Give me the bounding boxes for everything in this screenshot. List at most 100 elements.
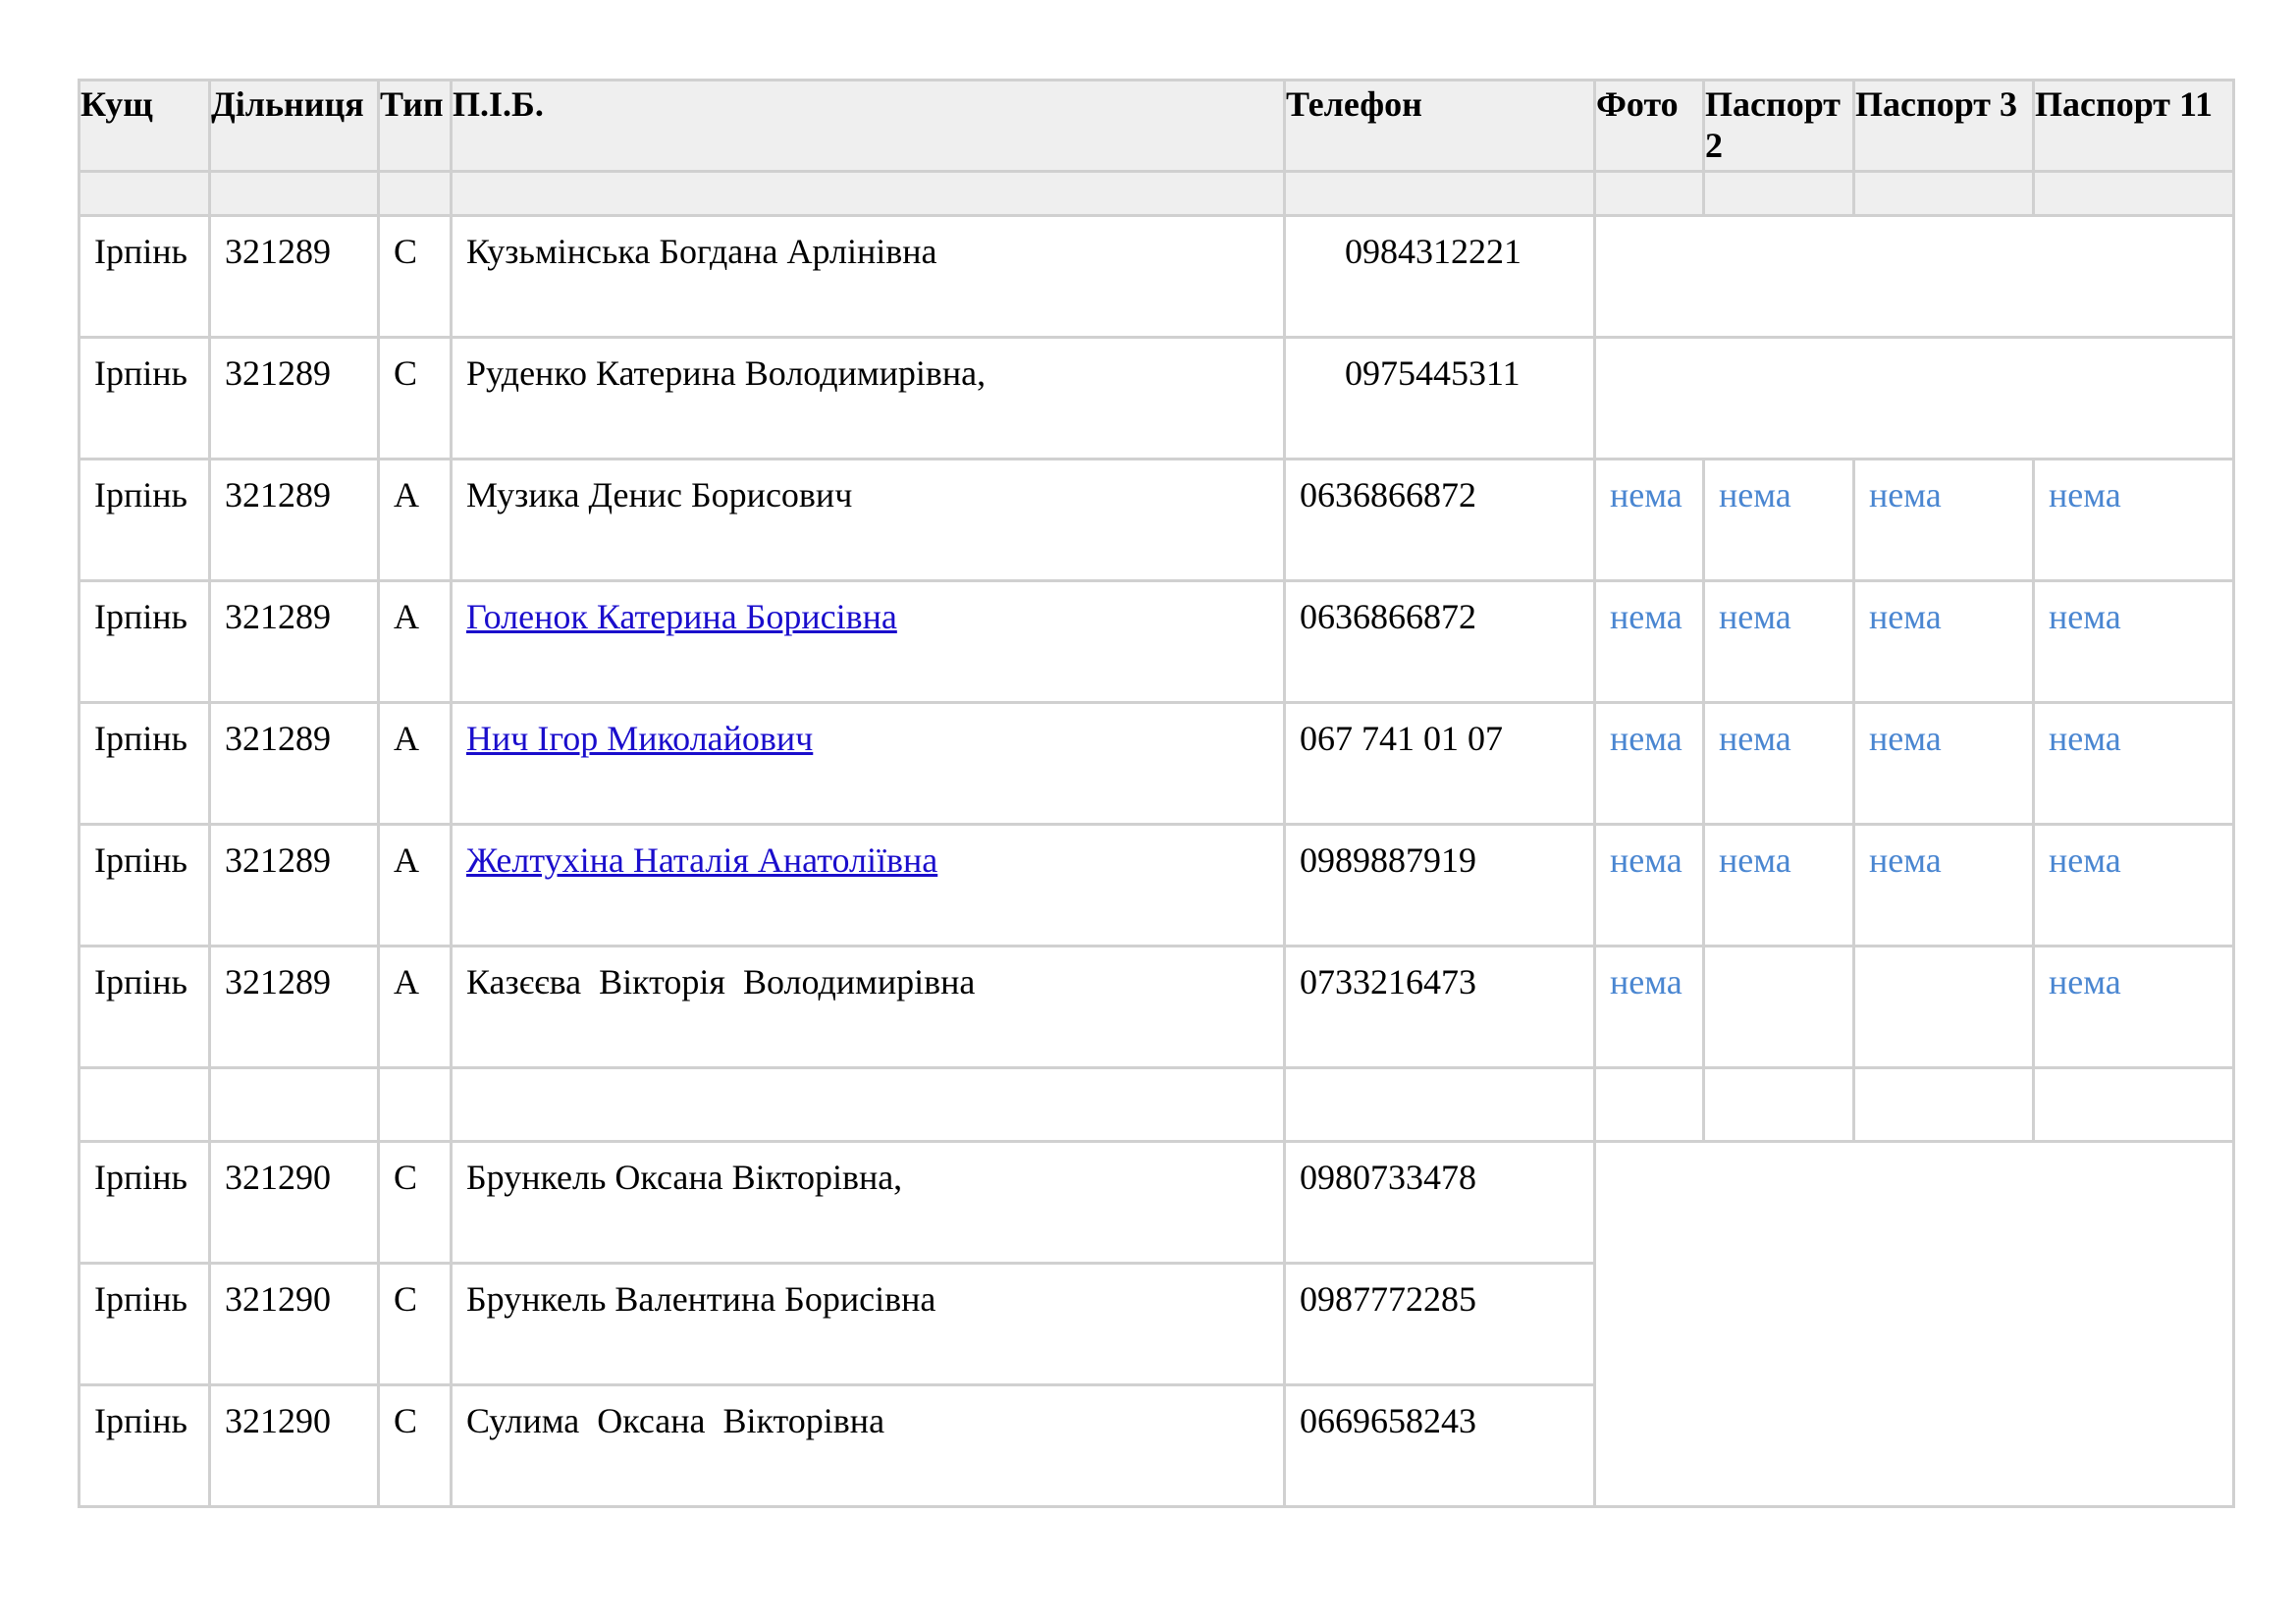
dilnytsia-cell: 321290 — [208, 1383, 380, 1508]
docs-merged-cell — [1593, 214, 2235, 339]
filter-cell — [1283, 170, 1596, 217]
pasport3-cell: нема — [1852, 701, 2035, 826]
table-row: Ірпінь 321290 С Сулима Оксана Вікторівна… — [78, 1383, 2234, 1508]
typ-cell: А — [377, 458, 453, 582]
filter-cell — [377, 170, 453, 217]
phone-cell: 0975445311 — [1283, 336, 1596, 460]
phone-cell: 0636866872 — [1283, 579, 1596, 704]
docs-merged-cell — [1593, 336, 2235, 460]
kush-cell: Ірпінь — [78, 1262, 211, 1386]
header-phone: Телефон — [1283, 79, 1596, 173]
table-row: Ірпінь 321290 С Брункель Оксана Вікторів… — [78, 1140, 2235, 1508]
dilnytsia-cell: 321289 — [208, 701, 380, 826]
dilnytsia-cell: 321289 — [208, 336, 380, 460]
pib-cell: Голенок Катерина Борисівна — [450, 579, 1286, 704]
header-foto: Фото — [1593, 79, 1705, 173]
header-kush: Кущ — [78, 79, 211, 173]
separator-row — [78, 1066, 2235, 1143]
table-row: Ірпінь 321289 С Кузьмінська Богдана Арлі… — [78, 214, 2235, 339]
header-pasport11: Паспорт 11 — [2032, 79, 2235, 173]
pasport3-cell — [1852, 945, 2035, 1069]
empty-cell — [78, 1066, 211, 1143]
pasport2-cell: нема — [1702, 458, 1855, 582]
kush-cell: Ірпінь — [78, 1383, 211, 1508]
header-pasport2: Паспорт 2 — [1702, 79, 1855, 173]
foto-cell: нема — [1593, 579, 1705, 704]
pib-cell: Желтухіна Наталія Анатоліївна — [450, 823, 1286, 947]
phone-cell: 0636866872 — [1283, 458, 1596, 582]
typ-cell: С — [377, 1383, 453, 1508]
person-link[interactable]: Желтухіна Наталія Анатоліївна — [466, 840, 938, 880]
pasport2-cell: нема — [1702, 823, 1855, 947]
phone-cell: 0987772285 — [1283, 1262, 1596, 1386]
docs-merged-cell — [1593, 1140, 2235, 1508]
pasport2-cell: нема — [1702, 579, 1855, 704]
pasport3-cell: нема — [1852, 458, 2035, 582]
dilnytsia-cell: 321290 — [208, 1262, 380, 1386]
filter-cell — [1702, 170, 1855, 217]
foto-cell: нема — [1593, 458, 1705, 582]
filter-cell — [2032, 170, 2235, 217]
kush-cell: Ірпінь — [78, 1140, 211, 1265]
filter-cell — [78, 170, 211, 217]
pasport11-cell: нема — [2032, 701, 2235, 826]
header-dilnytsia: Дільниця — [208, 79, 380, 173]
typ-cell: А — [377, 579, 453, 704]
empty-cell — [2032, 1066, 2235, 1143]
foto-cell: нема — [1593, 701, 1705, 826]
phone-cell: 0984312221 — [1283, 214, 1596, 339]
phone-cell: 067 741 01 07 — [1283, 701, 1596, 826]
typ-cell: С — [377, 214, 453, 339]
phone-cell: 0669658243 — [1283, 1383, 1596, 1508]
header-typ: Тип — [377, 79, 453, 173]
pib-cell: Руденко Катерина Володимирівна, — [450, 336, 1286, 460]
pasport2-cell: нема — [1702, 701, 1855, 826]
filter-cell — [208, 170, 380, 217]
typ-cell: А — [377, 823, 453, 947]
dilnytsia-cell: 321289 — [208, 214, 380, 339]
kush-cell: Ірпінь — [78, 214, 211, 339]
table-row: Ірпінь 321289 А Нич Ігор Миколайович 067… — [78, 701, 2235, 826]
table-row: Ірпінь 321289 А Музика Денис Борисович 0… — [78, 458, 2235, 582]
pib-cell: Музика Денис Борисович — [450, 458, 1286, 582]
table-row: Ірпінь 321289 А Казєєва Вікторія Володим… — [78, 945, 2235, 1069]
contacts-table: Кущ Дільниця Тип П.І.Б. Телефон Фото Пас… — [78, 79, 2235, 1508]
filter-cell — [1593, 170, 1705, 217]
dilnytsia-cell: 321289 — [208, 579, 380, 704]
table-row: Ірпінь 321289 А Желтухіна Наталія Анатол… — [78, 823, 2235, 947]
pasport3-cell: нема — [1852, 579, 2035, 704]
pasport11-cell: нема — [2032, 458, 2235, 582]
empty-cell — [450, 1066, 1286, 1143]
pib-cell: Сулима Оксана Вікторівна — [450, 1383, 1286, 1508]
empty-cell — [1593, 1066, 1705, 1143]
header-pib: П.І.Б. — [450, 79, 1286, 173]
empty-cell — [1852, 1066, 2035, 1143]
pib-cell: Кузьмінська Богдана Арлінівна — [450, 214, 1286, 339]
empty-cell — [377, 1066, 453, 1143]
empty-cell — [208, 1066, 380, 1143]
pasport3-cell: нема — [1852, 823, 2035, 947]
pib-cell: Брункель Валентина Борисівна — [450, 1262, 1286, 1386]
table-row: Ірпінь 321289 С Руденко Катерина Володим… — [78, 336, 2235, 460]
pib-cell: Казєєва Вікторія Володимирівна — [450, 945, 1286, 1069]
kush-cell: Ірпінь — [78, 945, 211, 1069]
empty-cell — [1702, 1066, 1855, 1143]
phone-cell: 0989887919 — [1283, 823, 1596, 947]
kush-cell: Ірпінь — [78, 458, 211, 582]
kush-cell: Ірпінь — [78, 823, 211, 947]
foto-cell: нема — [1593, 823, 1705, 947]
pasport11-cell: нема — [2032, 945, 2235, 1069]
pasport11-cell: нема — [2032, 579, 2235, 704]
person-link[interactable]: Нич Ігор Миколайович — [466, 719, 814, 758]
kush-cell: Ірпінь — [78, 701, 211, 826]
kush-cell: Ірпінь — [78, 579, 211, 704]
header-pasport3: Паспорт 3 — [1852, 79, 2035, 173]
person-link[interactable]: Голенок Катерина Борисівна — [466, 597, 897, 636]
dilnytsia-cell: 321289 — [208, 823, 380, 947]
header-row: Кущ Дільниця Тип П.І.Б. Телефон Фото Пас… — [78, 79, 2235, 173]
filter-row — [78, 170, 2235, 217]
pib-cell: Нич Ігор Миколайович — [450, 701, 1286, 826]
filter-cell — [1852, 170, 2035, 217]
table-row: Ірпінь 321289 А Голенок Катерина Борисів… — [78, 579, 2235, 704]
pasport2-cell — [1702, 945, 1855, 1069]
